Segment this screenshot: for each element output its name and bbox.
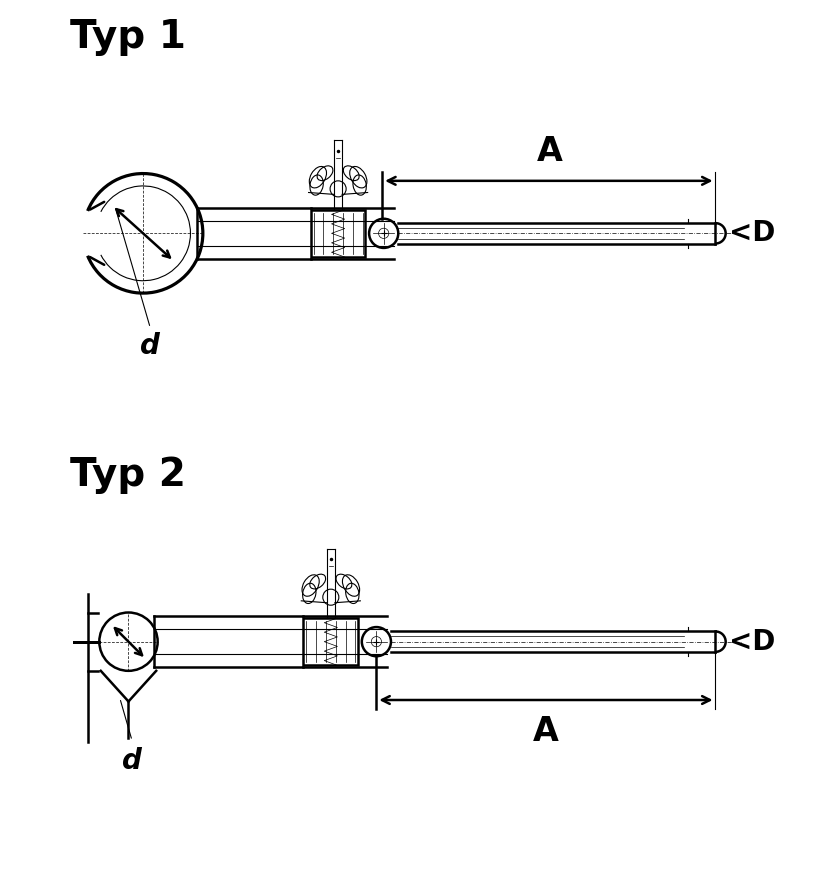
Bar xyxy=(303,618,358,665)
Text: A: A xyxy=(536,135,562,168)
Text: d: d xyxy=(122,746,142,774)
Text: A: A xyxy=(533,715,559,747)
Text: Typ 1: Typ 1 xyxy=(70,18,186,56)
Text: Typ 2: Typ 2 xyxy=(70,456,186,493)
Text: <D: <D xyxy=(729,220,775,248)
Text: <D: <D xyxy=(729,627,775,655)
Text: d: d xyxy=(141,332,160,360)
Bar xyxy=(311,210,366,257)
